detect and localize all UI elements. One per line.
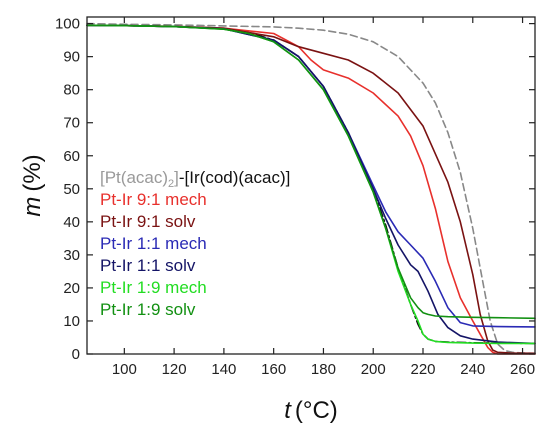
y-tick-label: 10 xyxy=(63,313,80,330)
x-axis-unit: (°C) xyxy=(295,397,338,424)
y-tick-label: 30 xyxy=(63,247,80,264)
y-tick-label: 100 xyxy=(55,16,80,33)
y-axis-title: m (%) xyxy=(19,154,46,216)
series-layer xyxy=(86,22,536,355)
legend-header-part2: ] xyxy=(174,168,179,187)
legend-header-subscript: 2 xyxy=(168,178,174,190)
series-line-3 xyxy=(86,24,536,355)
y-tick-label: 50 xyxy=(63,181,80,198)
x-axis-title: t (°C) xyxy=(284,397,338,424)
x-axis-var: t xyxy=(284,397,292,424)
y-axis-unit: (%) xyxy=(19,154,46,191)
plot-frame xyxy=(86,16,536,355)
legend-header: [Pt(acac)2]-[Ir(cod)(acac)] xyxy=(100,168,290,190)
series-line-4 xyxy=(86,24,536,355)
y-tick-label: 80 xyxy=(63,82,80,99)
y-tick-label: 60 xyxy=(63,148,80,165)
x-tick-label: 180 xyxy=(311,361,336,378)
x-tick-label: 220 xyxy=(410,361,435,378)
y-tick-label: 0 xyxy=(72,346,80,363)
y-tick-label: 70 xyxy=(63,115,80,132)
x-tick-label: 200 xyxy=(361,361,386,378)
x-tick-label: 120 xyxy=(162,361,187,378)
series-line-1 xyxy=(86,22,536,355)
ticks-layer: 100 120 140 160 180 200 220 240 260 0 10 20 30 40 50 60… xyxy=(55,16,535,378)
y-axis-var: m xyxy=(19,197,46,217)
y-tick-label: 90 xyxy=(63,49,80,66)
legend-entry: Pt-Ir 9:1 mech xyxy=(100,190,207,209)
series-line-8 xyxy=(86,24,536,320)
x-tick-label: 100 xyxy=(112,361,137,378)
x-tick-label: 260 xyxy=(510,361,535,378)
x-tick-label: 140 xyxy=(211,361,236,378)
legend-header-part1: [Pt(acac) xyxy=(100,168,168,187)
legend: [Pt(acac)2]-[Ir(cod)(acac)] Pt-Ir 9:1 me… xyxy=(100,168,290,319)
y-tick-label: 20 xyxy=(63,280,80,297)
legend-entry: Pt-Ir 1:1 solv xyxy=(100,256,196,275)
legend-entry: Pt-Ir 1:9 solv xyxy=(100,300,196,319)
y-tick-label: 40 xyxy=(63,214,80,231)
legend-entry: Pt-Ir 1:1 mech xyxy=(100,234,207,253)
legend-entry: Pt-Ir 1:9 mech xyxy=(100,278,207,297)
x-tick-label: 240 xyxy=(460,361,485,378)
x-tick-label: 160 xyxy=(261,361,286,378)
legend-header-part3: -[Ir(cod)(acac)] xyxy=(179,168,290,187)
legend-entry: Pt-Ir 9:1 solv xyxy=(100,212,196,231)
